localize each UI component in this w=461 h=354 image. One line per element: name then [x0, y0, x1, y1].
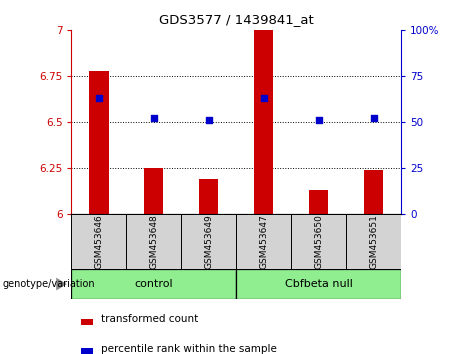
Bar: [254, 30, 273, 214]
Bar: [71, 214, 126, 269]
Bar: [236, 269, 401, 299]
Title: GDS3577 / 1439841_at: GDS3577 / 1439841_at: [159, 13, 313, 26]
Text: GSM453649: GSM453649: [204, 214, 213, 269]
Text: GSM453647: GSM453647: [259, 214, 268, 269]
Bar: [71, 269, 236, 299]
Point: [315, 118, 322, 123]
Bar: [81, 348, 93, 354]
Bar: [81, 319, 93, 325]
Text: GSM453648: GSM453648: [149, 214, 159, 269]
Text: GSM453650: GSM453650: [314, 214, 323, 269]
Bar: [199, 179, 219, 214]
Bar: [309, 190, 328, 214]
Bar: [181, 214, 236, 269]
Text: Cbfbeta null: Cbfbeta null: [285, 279, 353, 289]
Point: [370, 116, 377, 121]
Text: control: control: [135, 279, 173, 289]
Point: [260, 95, 267, 101]
Text: genotype/variation: genotype/variation: [2, 279, 95, 289]
Bar: [126, 214, 181, 269]
Bar: [364, 170, 383, 214]
Bar: [346, 214, 401, 269]
Bar: [89, 70, 108, 214]
Bar: [291, 214, 346, 269]
Text: GSM453646: GSM453646: [95, 214, 103, 269]
Bar: [144, 168, 164, 214]
Text: GSM453651: GSM453651: [369, 214, 378, 269]
Point: [95, 95, 103, 101]
Text: transformed count: transformed count: [101, 314, 198, 324]
Bar: [236, 214, 291, 269]
Point: [150, 116, 158, 121]
Text: percentile rank within the sample: percentile rank within the sample: [101, 344, 277, 354]
Polygon shape: [56, 278, 67, 290]
Point: [205, 118, 213, 123]
